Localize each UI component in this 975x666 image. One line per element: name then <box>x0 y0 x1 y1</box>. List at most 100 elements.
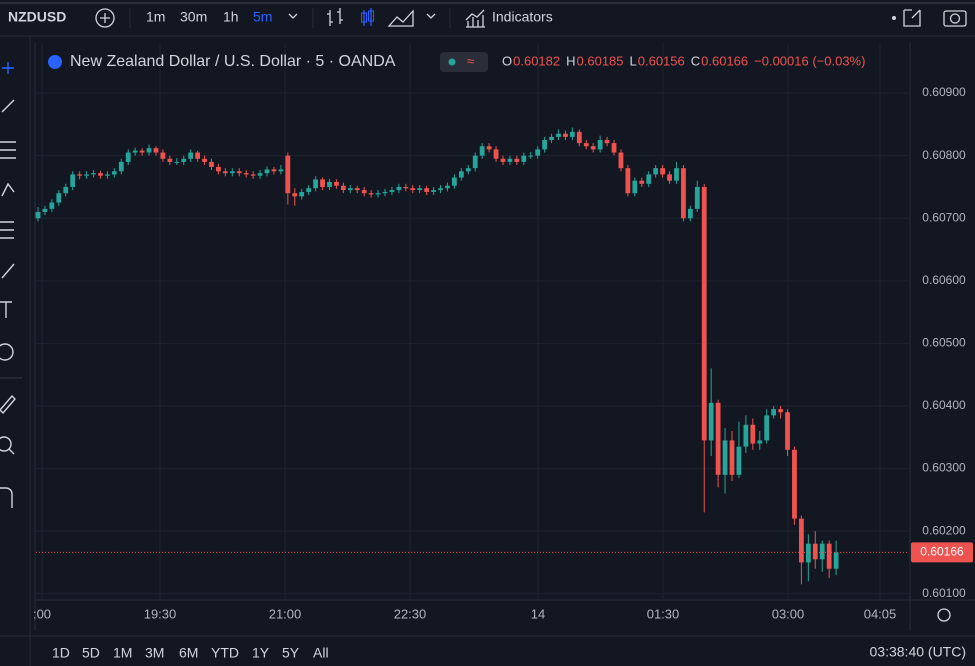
crosshair-tool[interactable] <box>2 62 14 74</box>
y-tick-label: 0.60600 <box>922 273 966 287</box>
candle-body <box>410 188 416 191</box>
candle-body <box>694 186 700 209</box>
text-tool[interactable] <box>0 301 12 318</box>
ohlc-value: 0.60156 <box>638 53 685 68</box>
candle-body <box>271 169 277 172</box>
interval-button[interactable]: 1m <box>146 9 165 25</box>
settings-icon[interactable] <box>937 608 951 622</box>
candle-body <box>708 402 714 441</box>
range-button[interactable]: 1M <box>113 645 132 661</box>
brush-tool[interactable] <box>1 263 15 279</box>
ohlc-value: 0.60166 <box>701 53 748 68</box>
last-price-tag <box>911 542 973 563</box>
candle-body <box>771 409 777 416</box>
candle-body <box>514 158 520 162</box>
magnet-tool[interactable] <box>0 487 13 508</box>
range-button[interactable]: 1D <box>52 645 70 661</box>
candle-body <box>778 409 783 413</box>
candle-body <box>35 211 41 219</box>
drawing-toolbar <box>0 62 22 508</box>
candle-body <box>660 168 665 175</box>
y-tick-label: 0.60300 <box>922 461 966 475</box>
pattern-tool[interactable] <box>1 182 15 197</box>
candle-body <box>340 185 346 191</box>
candle-body <box>618 152 624 169</box>
bars-icon[interactable] <box>327 8 343 26</box>
interval-button[interactable]: 5m <box>253 9 272 25</box>
candle-body <box>583 143 589 147</box>
last-price-label: 0.60166 <box>920 545 964 559</box>
candle-body <box>826 543 832 569</box>
candle-body <box>216 166 221 172</box>
candle-body <box>576 131 582 144</box>
candle-body <box>257 173 263 176</box>
zoom-tool[interactable] <box>0 436 12 452</box>
prediction-tool[interactable] <box>0 221 14 239</box>
candle-body <box>63 186 69 194</box>
candle-body <box>313 179 318 189</box>
interval-button[interactable]: 30m <box>180 9 207 25</box>
trendline-tool[interactable] <box>1 99 15 113</box>
candle-body <box>625 168 631 194</box>
candle-body <box>285 155 291 194</box>
ruler-tool[interactable] <box>0 394 16 415</box>
candle-body <box>729 440 735 475</box>
range-button[interactable]: 5Y <box>282 645 300 661</box>
symbol[interactable]: NZDUSD <box>8 9 66 25</box>
flag-icon <box>48 55 62 69</box>
candle-body <box>264 169 270 174</box>
icon-tool[interactable] <box>0 343 14 361</box>
instrument-title: New Zealand Dollar / U.S. Dollar · 5 · O… <box>70 53 396 70</box>
candle-body <box>320 179 325 187</box>
snapshot-icon[interactable] <box>943 10 967 27</box>
x-tick-label: 01:30 <box>647 606 680 621</box>
candle-body <box>812 543 818 560</box>
candle-body <box>396 186 402 191</box>
candle-body <box>139 150 145 153</box>
zoom-tool <box>8 448 15 455</box>
candle-body <box>195 152 201 159</box>
candle-body <box>111 171 117 175</box>
interval-button[interactable]: 1h <box>223 9 239 25</box>
range-button[interactable]: 6M <box>179 645 198 661</box>
candle-body <box>757 440 763 444</box>
candle-body <box>91 173 96 175</box>
candle-body <box>236 171 242 174</box>
x-tick-label: 04:05 <box>864 606 897 621</box>
range-button[interactable]: 1Y <box>252 645 270 661</box>
add-symbol-icon[interactable] <box>95 8 115 28</box>
ohlc-key: C <box>691 53 700 68</box>
indicators-button[interactable]: Indicators <box>492 9 553 25</box>
range-button[interactable]: YTD <box>211 645 239 661</box>
candle-body <box>84 174 89 176</box>
dropdown-icon[interactable] <box>426 13 436 19</box>
fib-tool[interactable] <box>0 141 16 159</box>
range-button[interactable]: All <box>313 645 329 661</box>
candle-body <box>347 188 353 191</box>
status-badge[interactable] <box>440 52 488 72</box>
fullscreen-icon[interactable] <box>903 9 921 27</box>
candle-body <box>833 552 839 569</box>
menu-icon[interactable] <box>892 16 896 20</box>
candle-body <box>500 158 506 162</box>
range-button[interactable]: 5D <box>82 645 100 661</box>
candle-body <box>160 152 166 159</box>
candle-body <box>493 149 499 159</box>
range-button[interactable]: 3M <box>145 645 164 661</box>
candle-body <box>42 208 48 212</box>
candles-icon <box>368 10 374 22</box>
y-tick-label: 0.60200 <box>922 523 966 537</box>
y-tick-label: 0.60400 <box>922 398 966 412</box>
area-icon[interactable] <box>387 9 414 27</box>
indicators-icon[interactable] <box>465 9 485 28</box>
candle-body <box>438 188 443 191</box>
candle-body <box>556 133 561 137</box>
candle-body <box>785 412 790 450</box>
candle-body <box>687 208 693 219</box>
candle-body <box>202 158 207 162</box>
ohlc-value: 0.60185 <box>577 53 624 68</box>
candle-body <box>105 174 110 176</box>
dropdown-icon[interactable] <box>288 13 298 19</box>
candle-body <box>278 169 284 172</box>
